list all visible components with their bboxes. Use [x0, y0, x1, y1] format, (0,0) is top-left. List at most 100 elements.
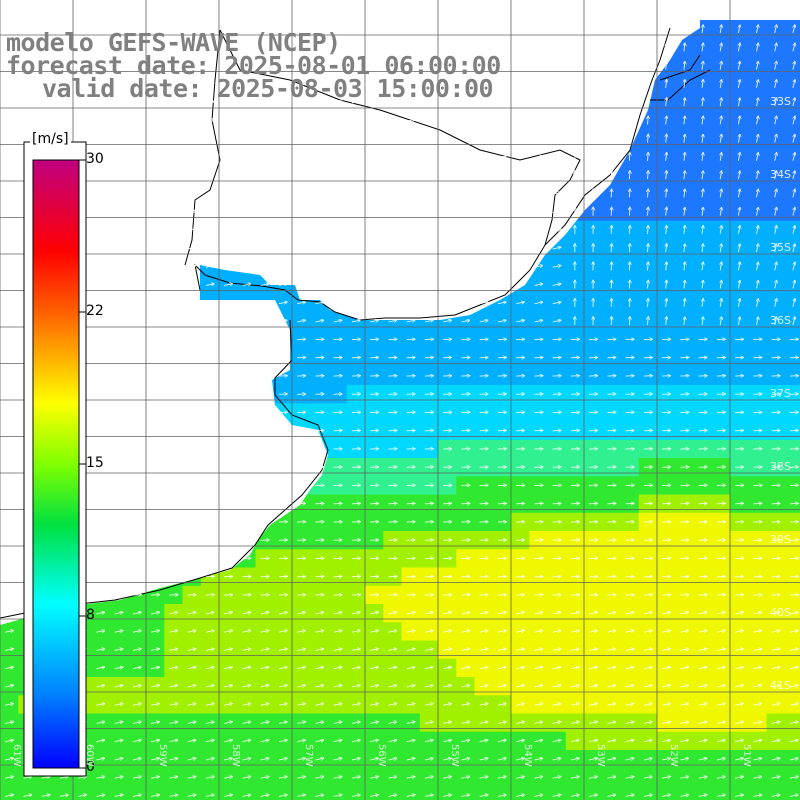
colorbar-tick-label: 8	[86, 607, 95, 623]
wind-arrow	[629, 98, 630, 107]
wind-cell	[784, 257, 800, 277]
colorbar-unit: [m/s]	[30, 131, 71, 147]
wind-cell	[419, 786, 439, 800]
wind-cell	[547, 786, 567, 800]
wind-arrow	[629, 171, 630, 180]
wind-cell	[711, 786, 731, 800]
wind-arrow	[629, 153, 630, 161]
lon-label: 55W	[449, 744, 460, 767]
wind-cell	[18, 786, 38, 800]
lon-label: 56W	[376, 744, 387, 767]
wind-cell	[292, 786, 311, 800]
wind-arrow	[629, 25, 630, 34]
wind-cell	[784, 38, 800, 58]
lon-label: 61W	[11, 744, 22, 767]
wind-cell	[383, 786, 403, 800]
wind-arrow	[629, 135, 630, 143]
wind-arrow	[629, 189, 630, 198]
wind-cell	[73, 786, 92, 800]
wind-cell	[91, 786, 111, 800]
wind-cell	[766, 786, 786, 800]
wind-cell	[620, 786, 640, 800]
wind-cell	[182, 786, 202, 800]
wind-cell	[328, 786, 348, 800]
wind-cell	[638, 786, 658, 800]
wind-cell	[127, 786, 147, 800]
wind-cell	[784, 129, 800, 149]
colorbar-tick-label: 15	[86, 455, 104, 471]
lon-label: 58W	[230, 744, 241, 767]
lon-label: 53W	[595, 744, 606, 767]
lon-label: 52W	[668, 744, 679, 767]
wind-cell	[784, 111, 800, 131]
wind-cell	[784, 220, 800, 240]
wind-cell	[401, 786, 421, 800]
wind-arrow	[629, 62, 630, 70]
wind-cell	[36, 786, 56, 800]
wind-cell	[365, 786, 384, 800]
lat-label: 34S	[770, 168, 791, 181]
wind-cell	[784, 184, 800, 204]
wind-arrow	[629, 317, 630, 326]
lat-label: 36S	[770, 314, 791, 327]
wind-cell	[0, 786, 19, 800]
wind-cell	[784, 74, 800, 94]
wind-cell	[675, 786, 695, 800]
lon-label: 51W	[741, 744, 752, 767]
wind-cell	[784, 275, 800, 295]
wind-arrow	[629, 43, 630, 52]
colorbar	[32, 159, 80, 769]
wind-cell	[310, 786, 330, 800]
wind-cell	[346, 786, 366, 800]
title-valid-date: valid date: 2025-08-03 15:00:00	[42, 74, 494, 103]
lon-label: 54W	[522, 744, 533, 767]
wind-cell	[273, 786, 293, 800]
wind-cell	[54, 786, 74, 800]
wind-cell	[146, 786, 165, 800]
wind-cell	[565, 786, 585, 800]
wind-cell	[529, 786, 549, 800]
lat-label: 38S	[770, 460, 791, 473]
colorbar-tick-label: 30	[86, 151, 104, 167]
wind-arrow	[629, 281, 630, 289]
wind-cell	[784, 147, 800, 167]
wind-arrow	[629, 208, 630, 216]
wind-cell	[784, 20, 800, 39]
wind-cell	[255, 786, 275, 800]
lat-label: 37S	[770, 387, 791, 400]
wind-arrow	[629, 262, 630, 271]
wind-cell	[109, 786, 129, 800]
wind-cell	[657, 786, 676, 800]
wind-cell	[784, 293, 800, 313]
wind-cell	[784, 202, 800, 222]
wind-arrow	[629, 116, 630, 125]
wind-cell	[200, 786, 220, 800]
lon-label: 57W	[303, 744, 314, 767]
wind-cell	[511, 786, 530, 800]
lat-label: 39S	[770, 533, 791, 546]
wind-cell	[693, 786, 713, 800]
wind-cell	[784, 56, 800, 76]
wind-cell	[748, 786, 768, 800]
wind-arrow	[629, 80, 630, 88]
wind-cell	[492, 786, 512, 800]
lat-label: 40S	[770, 606, 791, 619]
wind-cell	[164, 786, 184, 800]
wind-cell	[456, 786, 476, 800]
wind-cell	[474, 786, 494, 800]
wind-arrow	[629, 244, 630, 253]
wind-cell	[602, 786, 622, 800]
wind-cell	[219, 786, 238, 800]
wind-arrow	[629, 299, 630, 307]
lon-label: 59W	[157, 744, 168, 767]
wind-arrow	[629, 226, 630, 234]
lat-label: 41S	[770, 679, 791, 692]
lat-label: 35S	[770, 241, 791, 254]
wind-cell	[784, 786, 800, 800]
lon-label: 60W	[84, 744, 95, 767]
wind-cell	[438, 786, 457, 800]
lat-label: 33S	[770, 95, 791, 108]
wind-cell	[237, 786, 257, 800]
wind-cell	[730, 786, 749, 800]
